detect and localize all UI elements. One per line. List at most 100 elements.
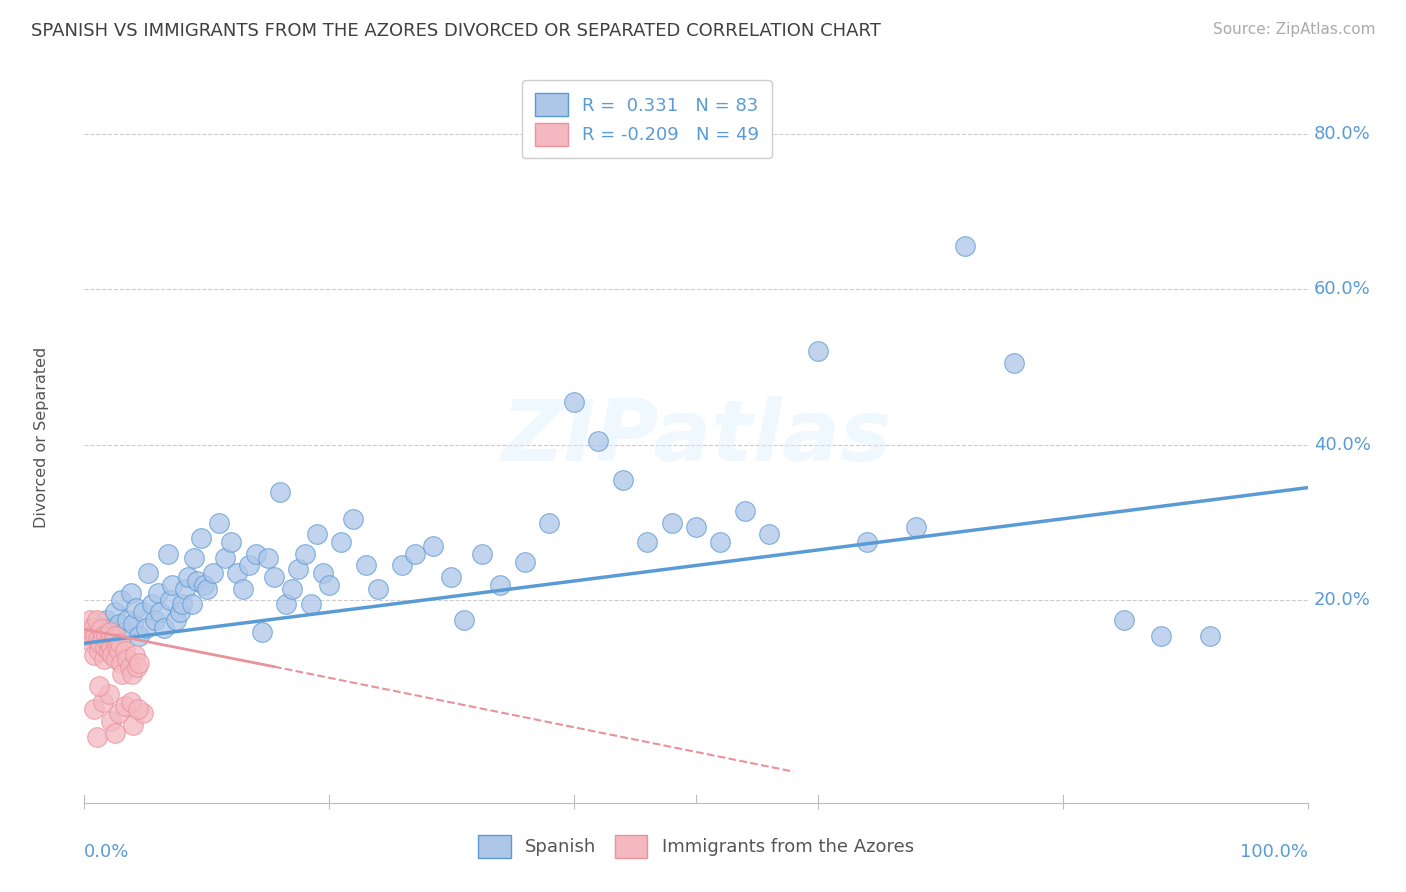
Point: [77, 628, 100, 642]
Point: [165, 613, 187, 627]
Text: ZIPatlas: ZIPatlas: [501, 395, 891, 479]
Point: [107, 644, 129, 658]
Point: [193, 578, 215, 592]
Point: [312, 566, 335, 581]
Point: [269, 484, 291, 499]
Text: 20.0%: 20.0%: [1313, 591, 1371, 609]
Legend: Spanish, Immigrants from the Azores: Spanish, Immigrants from the Azores: [470, 826, 922, 867]
Point: [149, 605, 172, 619]
Point: [636, 535, 658, 549]
Point: [97, 621, 120, 635]
Point: [98, 624, 121, 639]
Point: [114, 698, 136, 713]
Point: [90, 622, 112, 636]
Point: [97, 636, 120, 650]
Point: [276, 598, 298, 612]
Point: [953, 239, 976, 253]
Point: [112, 624, 135, 639]
Point: [172, 598, 194, 612]
Point: [281, 582, 304, 596]
Point: [87, 679, 110, 693]
Point: [127, 702, 149, 716]
Point: [169, 605, 191, 619]
Point: [214, 550, 236, 565]
Point: [263, 570, 285, 584]
Point: [201, 566, 224, 581]
Point: [1002, 356, 1025, 370]
Point: [121, 667, 143, 681]
Point: [107, 706, 129, 721]
Point: [125, 601, 148, 615]
Point: [173, 582, 195, 596]
Point: [354, 558, 377, 573]
Point: [709, 535, 731, 549]
Point: [108, 636, 131, 650]
Point: [318, 578, 340, 592]
Point: [83, 648, 105, 662]
Point: [135, 621, 157, 635]
Point: [226, 566, 249, 581]
Point: [110, 593, 132, 607]
Point: [136, 566, 159, 581]
Point: [82, 621, 104, 635]
Point: [538, 516, 561, 530]
Point: [190, 531, 212, 545]
Point: [122, 718, 145, 732]
Point: [586, 434, 609, 448]
Point: [562, 395, 585, 409]
Point: [186, 574, 208, 588]
Point: [105, 652, 128, 666]
Point: [287, 562, 309, 576]
Point: [257, 550, 280, 565]
Point: [238, 558, 260, 573]
Point: [177, 570, 200, 584]
Point: [107, 616, 129, 631]
Point: [84, 628, 107, 642]
Point: [440, 570, 463, 584]
Point: [114, 644, 136, 658]
Point: [159, 593, 181, 607]
Point: [905, 519, 928, 533]
Point: [120, 695, 142, 709]
Point: [219, 535, 242, 549]
Point: [141, 598, 163, 612]
Point: [100, 640, 122, 655]
Point: [103, 632, 125, 647]
Point: [856, 535, 879, 549]
Point: [305, 527, 328, 541]
Point: [100, 714, 122, 728]
Point: [612, 473, 634, 487]
Point: [94, 640, 117, 655]
Point: [96, 628, 118, 642]
Point: [89, 636, 111, 650]
Point: [97, 687, 120, 701]
Point: [97, 644, 120, 658]
Point: [132, 706, 155, 721]
Point: [93, 652, 115, 666]
Point: [471, 547, 494, 561]
Point: [100, 628, 122, 642]
Point: [124, 648, 146, 662]
Point: [115, 652, 138, 666]
Point: [77, 621, 100, 635]
Point: [120, 585, 142, 599]
Point: [104, 725, 127, 739]
Point: [1150, 628, 1173, 642]
Point: [86, 730, 108, 744]
Text: 60.0%: 60.0%: [1313, 280, 1371, 298]
Point: [125, 659, 148, 673]
Text: Source: ZipAtlas.com: Source: ZipAtlas.com: [1212, 22, 1375, 37]
Point: [86, 613, 108, 627]
Point: [685, 519, 707, 533]
Point: [513, 555, 536, 569]
Point: [128, 628, 150, 642]
Text: SPANISH VS IMMIGRANTS FROM THE AZORES DIVORCED OR SEPARATED CORRELATION CHART: SPANISH VS IMMIGRANTS FROM THE AZORES DI…: [31, 22, 880, 40]
Point: [83, 702, 105, 716]
Point: [367, 582, 389, 596]
Point: [80, 636, 103, 650]
Point: [181, 598, 204, 612]
Point: [146, 585, 169, 599]
Point: [104, 628, 127, 642]
Point: [1114, 613, 1136, 627]
Point: [101, 648, 124, 662]
